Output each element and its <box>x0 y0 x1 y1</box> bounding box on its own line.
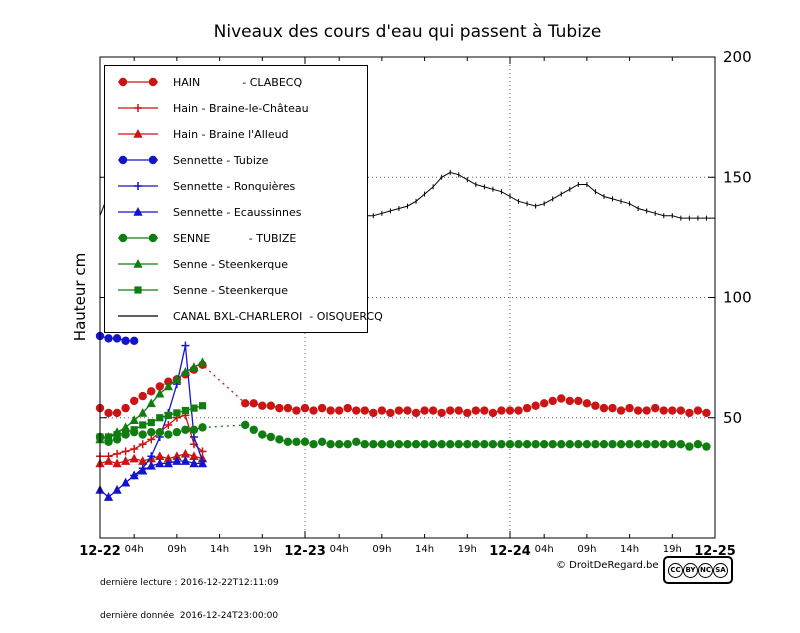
series-hain-braine-l-alleud <box>95 448 208 468</box>
x-minor-tick-label: 14h <box>620 544 639 555</box>
x-minor-tick-label: 04h <box>330 544 349 555</box>
sa-license-icon: SA <box>713 562 728 578</box>
legend-label: CANAL BXL-CHARLEROI - OISQUERCQ <box>173 309 383 323</box>
legend-label: Sennette - Ecaussinnes <box>173 205 302 219</box>
series-senne-tubize <box>95 420 711 451</box>
legend-label: Sennette - Ronquières <box>173 179 296 193</box>
x-minor-tick-label: 09h <box>577 544 596 555</box>
tick-marker-sample-icon <box>118 315 158 317</box>
plus-marker-sample-icon <box>118 182 158 190</box>
legend-item: HAIN - CLABECQ <box>105 69 367 95</box>
legend-label: SENNE - TUBIZE <box>173 231 297 245</box>
by-license-icon: BY <box>683 562 698 578</box>
footnote: dernière lecture : 2016-12-22T12:11:09 d… <box>100 556 279 633</box>
x-major-tick-label: 12-25 <box>694 544 736 559</box>
cc-license-icon: CC <box>668 562 683 578</box>
triangle-marker-sample-icon <box>118 129 158 138</box>
legend-item: Sennette - Tubize <box>105 147 367 173</box>
cc-license-badge: CC BY NC SA <box>663 556 733 584</box>
plus-marker-sample-icon <box>118 104 158 112</box>
legend-item: Sennette - Ecaussinnes <box>105 199 367 225</box>
y-tick-label: 150 <box>723 168 752 186</box>
y-tick-label: 100 <box>723 289 752 307</box>
x-major-tick-label: 12-23 <box>284 544 326 559</box>
circle-marker-sample-icon <box>118 233 158 243</box>
circle-marker-sample-icon <box>118 155 158 165</box>
series-sennette-ecaussinnes <box>95 456 208 501</box>
chart-legend: HAIN - CLABECQ Hain - Braine-le-Château Ha… <box>104 65 383 333</box>
legend-label: Senne - Steenkerque <box>173 257 289 271</box>
chart-canvas: 50 100 150 200 12-22 12-23 12-24 12-25 04h 09h 14h… <box>79 48 752 559</box>
x-minor-tick-label: 09h <box>167 544 186 555</box>
legend-label: Senne - Steenkerque <box>173 283 289 297</box>
last-data-text: dernière donnée 2016-12-24T23:00:00 <box>100 611 279 621</box>
legend-item: Hain - Braine l'Alleud <box>105 121 367 147</box>
nc-license-icon: NC <box>698 562 713 578</box>
legend-item: Sennette - Ronquières <box>105 173 367 199</box>
x-minor-tick-label: 04h <box>535 544 554 555</box>
x-major-tick-label: 12-22 <box>79 544 121 559</box>
legend-item: CANAL BXL-CHARLEROI - OISQUERCQ <box>105 303 383 329</box>
last-reading-text: dernière lecture : 2016-12-22T12:11:09 <box>100 578 279 588</box>
x-minor-tick-label: 14h <box>415 544 434 555</box>
circle-marker-sample-icon <box>118 77 158 87</box>
y-axis-label: Hauteur cm <box>71 252 89 342</box>
copyright-text: © DroitDeRegard.be <box>556 560 659 571</box>
triangle-marker-sample-icon <box>118 207 158 216</box>
x-minor-tick-label: 19h <box>458 544 477 555</box>
legend-label: Hain - Braine l'Alleud <box>173 127 289 141</box>
legend-item: SENNE - TUBIZE <box>105 225 367 251</box>
legend-label: Hain - Braine-le-Château <box>173 101 309 115</box>
legend-item: Senne - Steenkerque <box>105 277 367 303</box>
legend-label: Sennette - Tubize <box>173 153 269 167</box>
x-minor-tick-label: 14h <box>210 544 229 555</box>
square-marker-sample-icon <box>118 286 158 294</box>
series-sennette-tubize <box>95 331 139 345</box>
x-minor-tick-label: 09h <box>372 544 391 555</box>
legend-label: HAIN - CLABECQ <box>173 75 303 89</box>
y-tick-label: 50 <box>723 409 742 427</box>
water-levels-chart-page: { "chart_data": { "type": "line", "title… <box>71 22 752 621</box>
x-minor-tick-label: 19h <box>663 544 682 555</box>
y-tick-label: 200 <box>723 48 752 66</box>
x-minor-tick-label: 04h <box>125 544 144 555</box>
chart-title: Niveaux des cours d'eau qui passent à Tu… <box>213 22 602 42</box>
legend-item: Hain - Braine-le-Château <box>105 95 367 121</box>
x-minor-tick-label: 19h <box>253 544 272 555</box>
legend-item: Senne - Steenkerque <box>105 251 367 277</box>
x-major-tick-label: 12-24 <box>489 544 531 559</box>
triangle-marker-sample-icon <box>118 259 158 268</box>
